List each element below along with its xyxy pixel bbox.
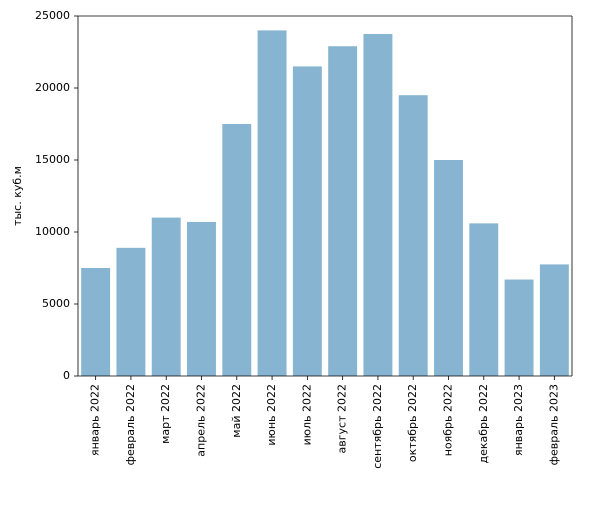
bar: [434, 160, 463, 376]
x-tick-label: январь 2023: [512, 384, 525, 456]
bar: [116, 248, 145, 376]
bar-chart: 0 5000 10000 15000 20000 25000 январь 2022 февр…: [0, 0, 589, 508]
bar: [293, 66, 322, 376]
y-tick-label: 10000: [35, 225, 70, 238]
bar: [505, 280, 534, 376]
x-tick-label: март 2022: [159, 384, 172, 444]
bar: [258, 30, 287, 376]
x-tick-label: август 2022: [336, 384, 349, 453]
x-tick-label: февраль 2022: [124, 384, 137, 465]
y-tick-label: 5000: [42, 297, 70, 310]
x-tick-label: ноябрь 2022: [442, 384, 455, 456]
x-tick-label: декабрь 2022: [477, 384, 490, 464]
y-tick-label: 15000: [35, 153, 70, 166]
bar: [81, 268, 110, 376]
x-tick-label: сентябрь 2022: [371, 384, 384, 469]
bar: [540, 264, 569, 376]
bar: [152, 218, 181, 376]
x-tick-label: июль 2022: [300, 384, 313, 445]
x-tick-label: июнь 2022: [265, 384, 278, 446]
bar: [363, 34, 392, 376]
bar: [469, 223, 498, 376]
y-tick-label: 25000: [35, 9, 70, 22]
bar: [399, 95, 428, 376]
x-tick-label: февраль 2023: [547, 384, 560, 465]
x-tick-label: октябрь 2022: [406, 384, 419, 462]
bar: [328, 46, 357, 376]
bar: [187, 222, 216, 376]
y-axis-label: тыс. куб.м: [11, 166, 24, 226]
x-tick-label: апрель 2022: [195, 384, 208, 457]
y-tick-label: 20000: [35, 81, 70, 94]
y-tick-label: 0: [63, 369, 70, 382]
x-tick-label: январь 2022: [89, 384, 102, 456]
bar: [222, 124, 251, 376]
x-tick-label: май 2022: [230, 384, 243, 438]
